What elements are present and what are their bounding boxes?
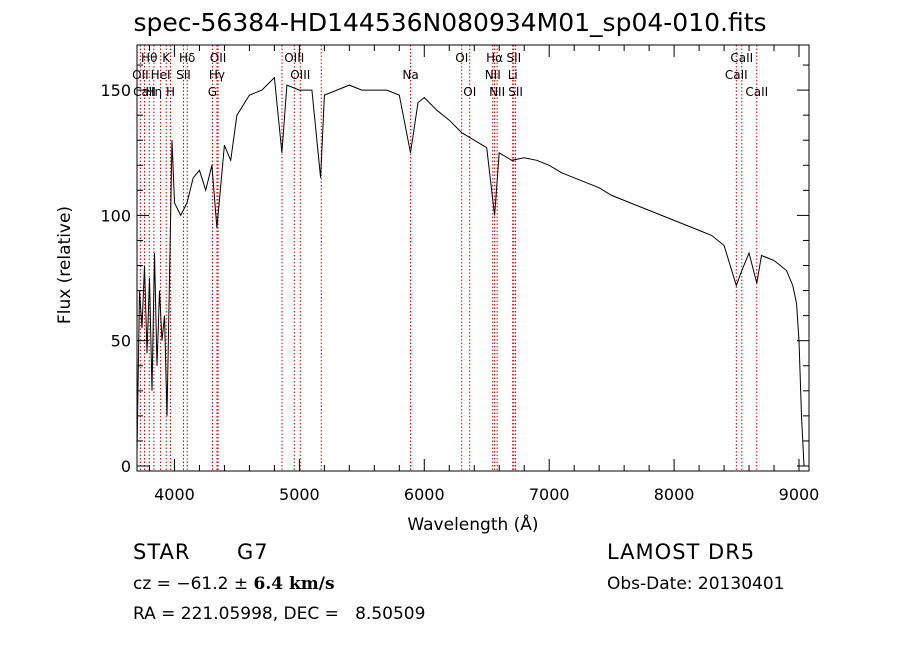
x-tick-label: 8000 (654, 485, 695, 504)
line-marker-label: Hα (486, 51, 503, 65)
x-tick-label: 6000 (404, 485, 445, 504)
x-tick-label: 9000 (779, 485, 820, 504)
line-marker-label: CaII (725, 68, 748, 82)
axis-tick-labels: 4000 5000 6000 7000 8000 9000 0 50 100 150 (100, 81, 819, 504)
object-subclass: G7 (237, 540, 269, 564)
line-marker-label: SII (506, 51, 521, 65)
y-axis-label: Flux (relative) (55, 206, 75, 324)
line-marker-label: Na (402, 68, 418, 82)
x-axis-label: Wavelength (Å) (407, 513, 538, 535)
x-tick-label: 5000 (279, 485, 320, 504)
line-marker-label: SII (508, 85, 523, 99)
x-tick-label: 4000 (154, 485, 195, 504)
line-marker-label: Hη (146, 85, 163, 99)
line-marker-label: CaII (133, 85, 156, 99)
object-class: STAR (133, 540, 191, 564)
line-marker-label: HeI (151, 68, 171, 82)
cz-value: cz = −61.2 ± (133, 574, 249, 594)
line-marker-label: Hθ (141, 51, 157, 65)
coordinates: RA = 221.05998, DEC = 8.50509 (133, 604, 426, 624)
cz-error: 6.4 km/s (253, 574, 335, 594)
line-marker-label: OIII (284, 51, 304, 65)
line-marker-label: Hδ (179, 51, 195, 65)
line-marker-label: OII (210, 51, 227, 65)
y-tick-label: 150 (100, 81, 131, 100)
y-tick-label: 100 (100, 206, 131, 225)
y-tick-label: 50 (111, 332, 131, 351)
axis-ticks (137, 45, 809, 471)
line-marker-label: CaII (745, 85, 768, 99)
observation-date: Obs-Date: 20130401 (607, 574, 785, 594)
line-marker-label: CaII (730, 51, 753, 65)
line-marker-label: Hγ (209, 68, 225, 82)
plot-frame (136, 44, 810, 472)
line-marker-label: OII (132, 68, 149, 82)
y-tick-label: 0 (121, 457, 131, 476)
survey-name: LAMOST DR5 (607, 540, 756, 564)
line-marker-label: OI (463, 85, 476, 99)
line-marker-label: SII (176, 68, 191, 82)
spectrum-line (136, 76, 805, 467)
line-marker-label: H (166, 85, 175, 99)
line-marker-label: OI (455, 51, 468, 65)
line-markers (139, 45, 758, 471)
line-marker-label: Li (508, 68, 518, 82)
line-marker-label: K (162, 51, 171, 65)
line-marker-label: G (208, 85, 217, 99)
x-tick-label: 7000 (529, 485, 570, 504)
line-marker-label: NII (489, 85, 505, 99)
line-marker-label: OIII (290, 68, 310, 82)
redshift-readout: cz = −61.2 ± 6.4 km/s (133, 574, 335, 594)
chart-title: spec-56384-HD144536N080934M01_sp04-010.f… (133, 8, 767, 37)
line-marker-label: NII (485, 68, 501, 82)
